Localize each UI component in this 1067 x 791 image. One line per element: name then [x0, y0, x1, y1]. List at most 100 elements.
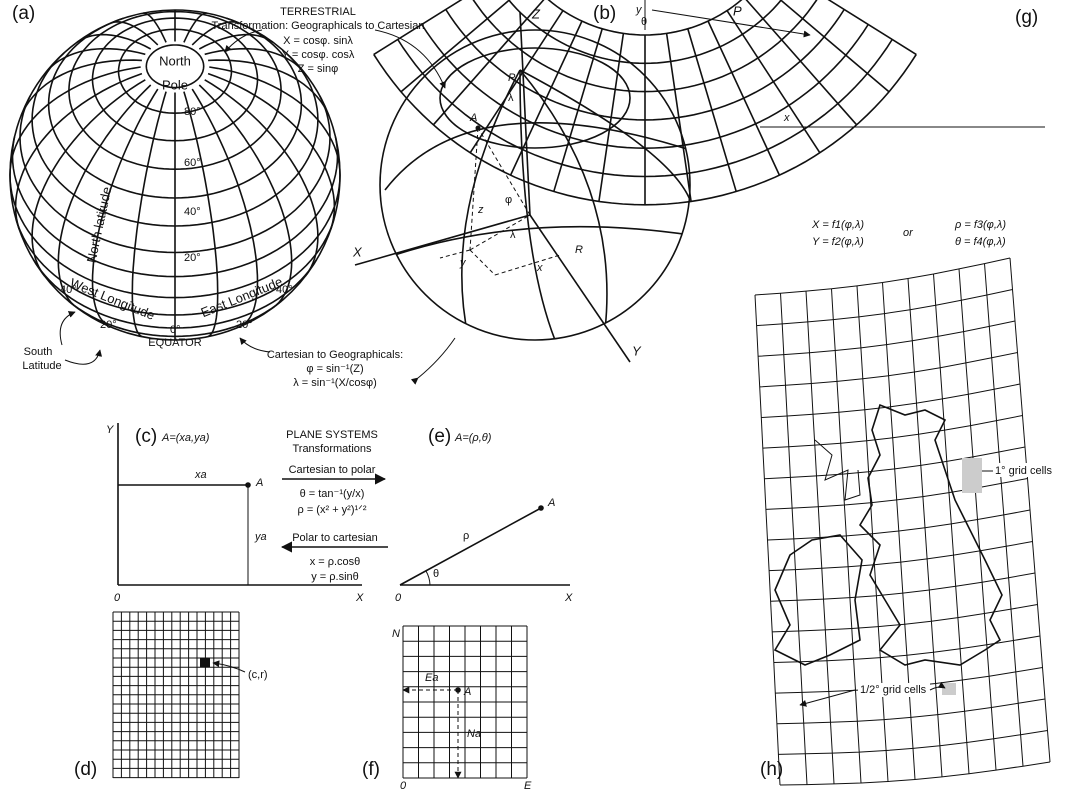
- label-bg: [152, 55, 198, 69]
- ray: [552, 28, 603, 192]
- east-longitude: East Longitude: [199, 274, 285, 320]
- equation: Z = sinφ: [298, 63, 338, 75]
- axis-label: N: [392, 628, 400, 640]
- callout: 1/2° grid cells: [860, 684, 927, 696]
- arrow: [929, 681, 946, 691]
- ray: [745, 0, 858, 126]
- projection: [469, 214, 531, 251]
- x-axis: [354, 214, 531, 266]
- graticule: [754, 257, 1011, 296]
- ray: [509, 20, 583, 176]
- axis-label: Y: [632, 343, 642, 358]
- great-circle: [384, 122, 690, 191]
- axis-label: X: [352, 244, 363, 259]
- equation: φ = sin⁻¹(Z): [306, 363, 363, 375]
- equation: θ = tan⁻¹(y/x): [300, 488, 365, 500]
- point-def: A=(ρ,θ): [454, 432, 492, 444]
- meridian: [191, 20, 240, 46]
- globe-outline: [9, 9, 341, 341]
- cell-label: (c,r): [248, 669, 268, 681]
- equation: λ = sin⁻¹(X/cosφ): [293, 377, 377, 389]
- origin-label: 0: [400, 780, 407, 791]
- graticule: [769, 541, 1033, 572]
- meridian: [31, 79, 146, 277]
- meridian: [14, 72, 143, 230]
- ray: [598, 33, 625, 202]
- meridian: [47, 47, 146, 71]
- equation: Y = f2(φ,λ): [812, 236, 864, 248]
- origin-label: 0: [114, 592, 121, 604]
- arrow: [224, 29, 263, 53]
- meridian: [207, 72, 336, 230]
- rho-label: ρ: [463, 530, 469, 542]
- lon-label: 40°: [276, 284, 293, 296]
- ea-label: Ea: [425, 672, 438, 684]
- great-britain: [858, 403, 1003, 666]
- meridian: [208, 59, 330, 117]
- axis-label: E: [524, 780, 532, 791]
- ya-label: ya: [254, 531, 267, 543]
- point-a: [245, 482, 251, 488]
- meridian: [519, 69, 556, 340]
- graticule: [759, 352, 1018, 388]
- panel-label: (c): [135, 426, 157, 447]
- ray: [665, 33, 692, 202]
- meridian: [57, 84, 152, 306]
- equation: θ = f4(φ,λ): [955, 236, 1006, 248]
- highlight-cell: [962, 458, 982, 493]
- lon-label: 40°: [60, 284, 77, 296]
- latitude-label: Latitude: [22, 360, 61, 372]
- axis-label: x: [783, 112, 790, 124]
- y-axis: [529, 214, 631, 363]
- equation: y = ρ.sinθ: [311, 571, 359, 583]
- islands: [814, 439, 861, 501]
- lat-label: 20°: [184, 252, 201, 264]
- graticule: [761, 383, 1021, 418]
- vector-grid: [402, 625, 528, 779]
- lon-label: 0°: [170, 324, 181, 336]
- meridian: [183, 12, 207, 43]
- ray: [687, 28, 738, 192]
- ray: [432, 0, 545, 126]
- panel-label: (a): [12, 3, 35, 24]
- arrow: [212, 660, 246, 673]
- rho-line: [399, 507, 542, 586]
- angle-label: λ: [510, 229, 516, 241]
- meridian: [198, 33, 274, 50]
- radius-label: R: [575, 244, 583, 256]
- panel-label: (f): [362, 759, 380, 780]
- panel-label: (b): [593, 3, 616, 24]
- meridian: [519, 69, 690, 201]
- panel-label: (d): [74, 759, 97, 780]
- parallel: [145, 44, 205, 89]
- highlight-cell: [942, 683, 956, 695]
- lat-label: 60°: [184, 157, 201, 169]
- axis-label: y: [635, 4, 643, 16]
- arrow: [799, 689, 856, 707]
- ray: [707, 20, 781, 176]
- point-label: A: [255, 477, 263, 489]
- meridian: [191, 88, 259, 327]
- projection: [469, 127, 479, 251]
- meridian: [110, 20, 159, 46]
- meridian: [461, 69, 521, 340]
- heading: PLANE SYSTEMS: [286, 429, 378, 441]
- north-label: North: [159, 53, 191, 68]
- p-arrow: [651, 9, 811, 38]
- west-longitude: West Longitude: [68, 275, 157, 323]
- axis-label: Z: [531, 6, 541, 21]
- point-a: [455, 687, 461, 693]
- meridian: [143, 12, 167, 43]
- meridian: [91, 88, 159, 327]
- equation: X = cosφ. sinλ: [283, 35, 353, 47]
- meridian: [20, 59, 142, 117]
- projection: [439, 249, 471, 259]
- coord-label: z: [477, 204, 484, 216]
- graticule: [767, 509, 1031, 541]
- arrow: [239, 337, 271, 353]
- ray: [779, 0, 890, 93]
- ray: [827, 0, 917, 56]
- arrow: [64, 349, 103, 365]
- arrow: [59, 311, 76, 346]
- angle-label: φ: [505, 194, 512, 206]
